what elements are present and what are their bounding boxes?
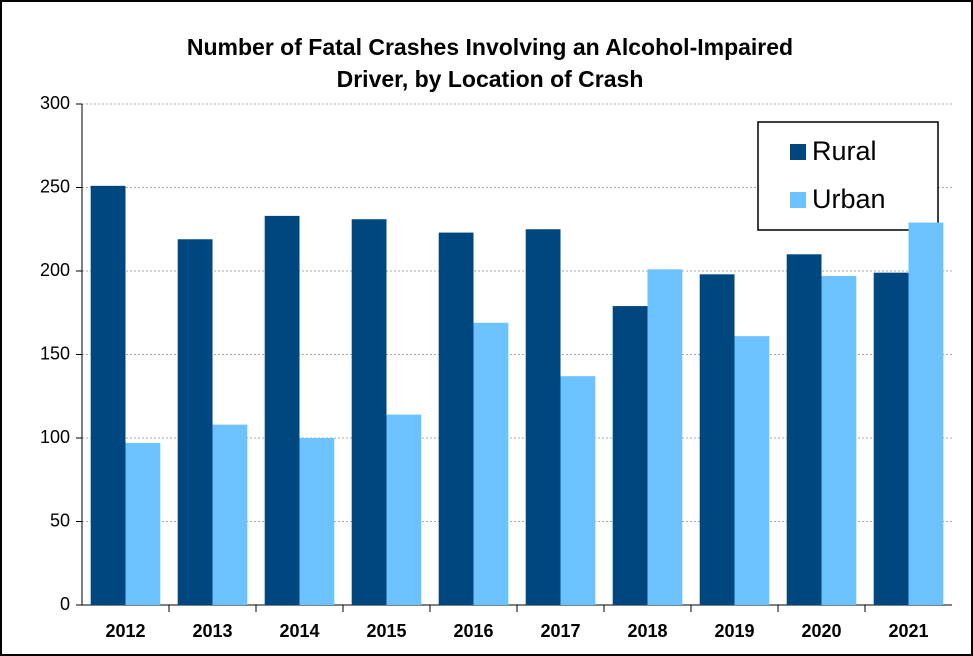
y-tick-label: 50: [50, 510, 70, 530]
y-tick-label: 300: [40, 93, 70, 113]
bar: [299, 438, 335, 605]
legend-swatch: [790, 144, 806, 160]
bar: [525, 229, 561, 605]
bar: [908, 222, 944, 605]
x-tick-label: 2012: [105, 621, 145, 641]
bar: [177, 239, 213, 605]
bar: [873, 272, 909, 605]
x-tick-label: 2019: [714, 621, 754, 641]
legend-box: [757, 121, 939, 231]
legend-label: Urban: [812, 184, 886, 214]
bar: [386, 414, 422, 605]
bar: [264, 215, 300, 605]
y-tick-label: 200: [40, 260, 70, 280]
x-tick-label: 2013: [192, 621, 232, 641]
bar: [612, 306, 648, 605]
x-tick-label: 2017: [540, 621, 580, 641]
y-tick-label: 0: [60, 594, 70, 614]
bar: [647, 269, 683, 605]
y-tick-label: 100: [40, 427, 70, 447]
bar: [821, 276, 857, 605]
x-tick-label: 2015: [366, 621, 406, 641]
legend-swatch: [790, 192, 806, 208]
bar: [734, 336, 770, 605]
x-tick-label: 2020: [801, 621, 841, 641]
bar: [699, 274, 735, 605]
bar: [212, 424, 248, 605]
legend-label: Rural: [812, 136, 877, 166]
bar: [560, 376, 596, 605]
x-tick-label: 2021: [888, 621, 928, 641]
y-tick-label: 250: [40, 176, 70, 196]
bar: [786, 254, 822, 606]
y-tick-label: 150: [40, 343, 70, 363]
chart-title: Number of Fatal Crashes Involving an Alc…: [187, 34, 793, 60]
bar: [90, 185, 126, 605]
bar: [351, 219, 387, 606]
bar: [438, 232, 474, 605]
x-tick-label: 2016: [453, 621, 493, 641]
x-tick-label: 2018: [627, 621, 667, 641]
bar: [125, 443, 161, 605]
bar: [473, 322, 509, 605]
chart-title: Driver, by Location of Crash: [337, 66, 644, 92]
x-tick-label: 2014: [279, 621, 319, 641]
